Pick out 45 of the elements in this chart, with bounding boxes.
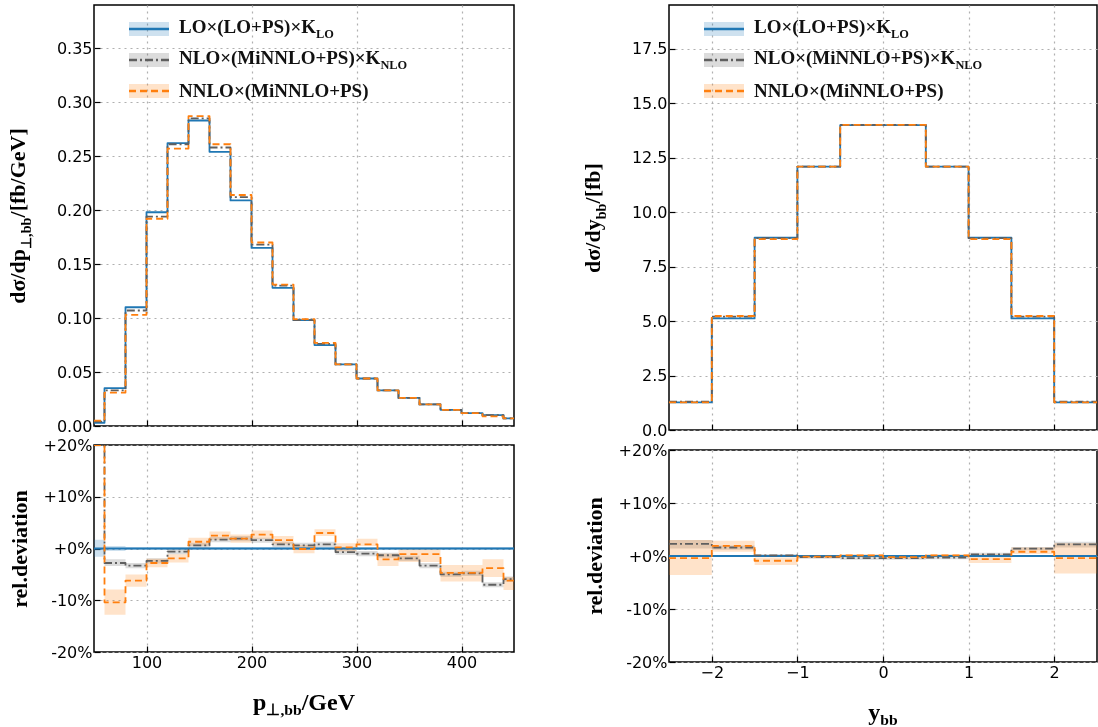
y-tick-label: 7.5: [642, 257, 668, 277]
y-tick-label: 0.05: [56, 362, 93, 382]
x-tick-label: −1: [786, 662, 810, 682]
y-tick-label: 0.25: [56, 146, 93, 166]
legend-label: NNLO×(MiNNLO+PS): [179, 79, 369, 102]
x-tick-label: −2: [700, 662, 725, 682]
y-tick-label: +20%: [618, 440, 668, 460]
y-tick-label: 0.30: [56, 92, 93, 112]
y-tick-label: +0%: [628, 546, 668, 566]
y-tick-label: +20%: [43, 435, 93, 455]
y-tick-label: +0%: [53, 539, 93, 558]
y-tick-label: -10%: [626, 599, 668, 619]
y-tick-label: 15.0: [631, 93, 668, 113]
y-tick-label: 12.5: [631, 148, 668, 168]
legend-label: NLO×(MiNNLO+PS)×K$_{NLO}$: [754, 46, 983, 73]
y-axis-title: rel.deviation: [582, 497, 608, 615]
legend-label: NNLO×(MiNNLO+PS): [754, 79, 944, 102]
x-tick-label: 400: [446, 652, 478, 672]
y-tick-label: -10%: [51, 590, 93, 610]
y-tick-label: 0.20: [56, 200, 93, 220]
y-tick-label: 5.0: [642, 311, 668, 331]
y-tick-label: 0.0: [642, 420, 668, 440]
y-tick-label: +10%: [618, 493, 668, 513]
y-tick-label: 0.15: [56, 254, 93, 274]
y-tick-label: +10%: [43, 487, 93, 507]
y-tick-label: 0.10: [56, 308, 93, 328]
x-tick-label: 300: [341, 652, 373, 672]
x-tick-label: 100: [131, 652, 163, 672]
y-tick-label: 0.35: [56, 38, 93, 58]
legend-label: NLO×(MiNNLO+PS)×K$_{NLO}$: [179, 46, 408, 73]
y-axis-title: rel.deviation: [7, 489, 33, 608]
y-tick-label: 17.5: [631, 39, 668, 59]
x-tick-label: 0: [878, 662, 889, 682]
x-tick-label: 1: [964, 662, 975, 682]
legend-label: LO×(LO+PS)×K$_{LO}$: [179, 15, 334, 42]
y-tick-label: -20%: [626, 652, 668, 672]
y-tick-label: 0.00: [56, 416, 93, 436]
x-axis-title: y$_{bb}$: [868, 698, 898, 727]
x-tick-label: 2: [1049, 662, 1060, 682]
x-tick-label: 200: [236, 652, 268, 672]
y-tick-label: 10.0: [631, 202, 668, 222]
y-tick-label: 2.5: [642, 366, 668, 386]
legend-label: LO×(LO+PS)×K$_{LO}$: [754, 15, 909, 42]
x-axis-title: p$_{⊥,bb}$/GeV: [253, 688, 355, 720]
y-tick-label: -20%: [51, 642, 93, 662]
